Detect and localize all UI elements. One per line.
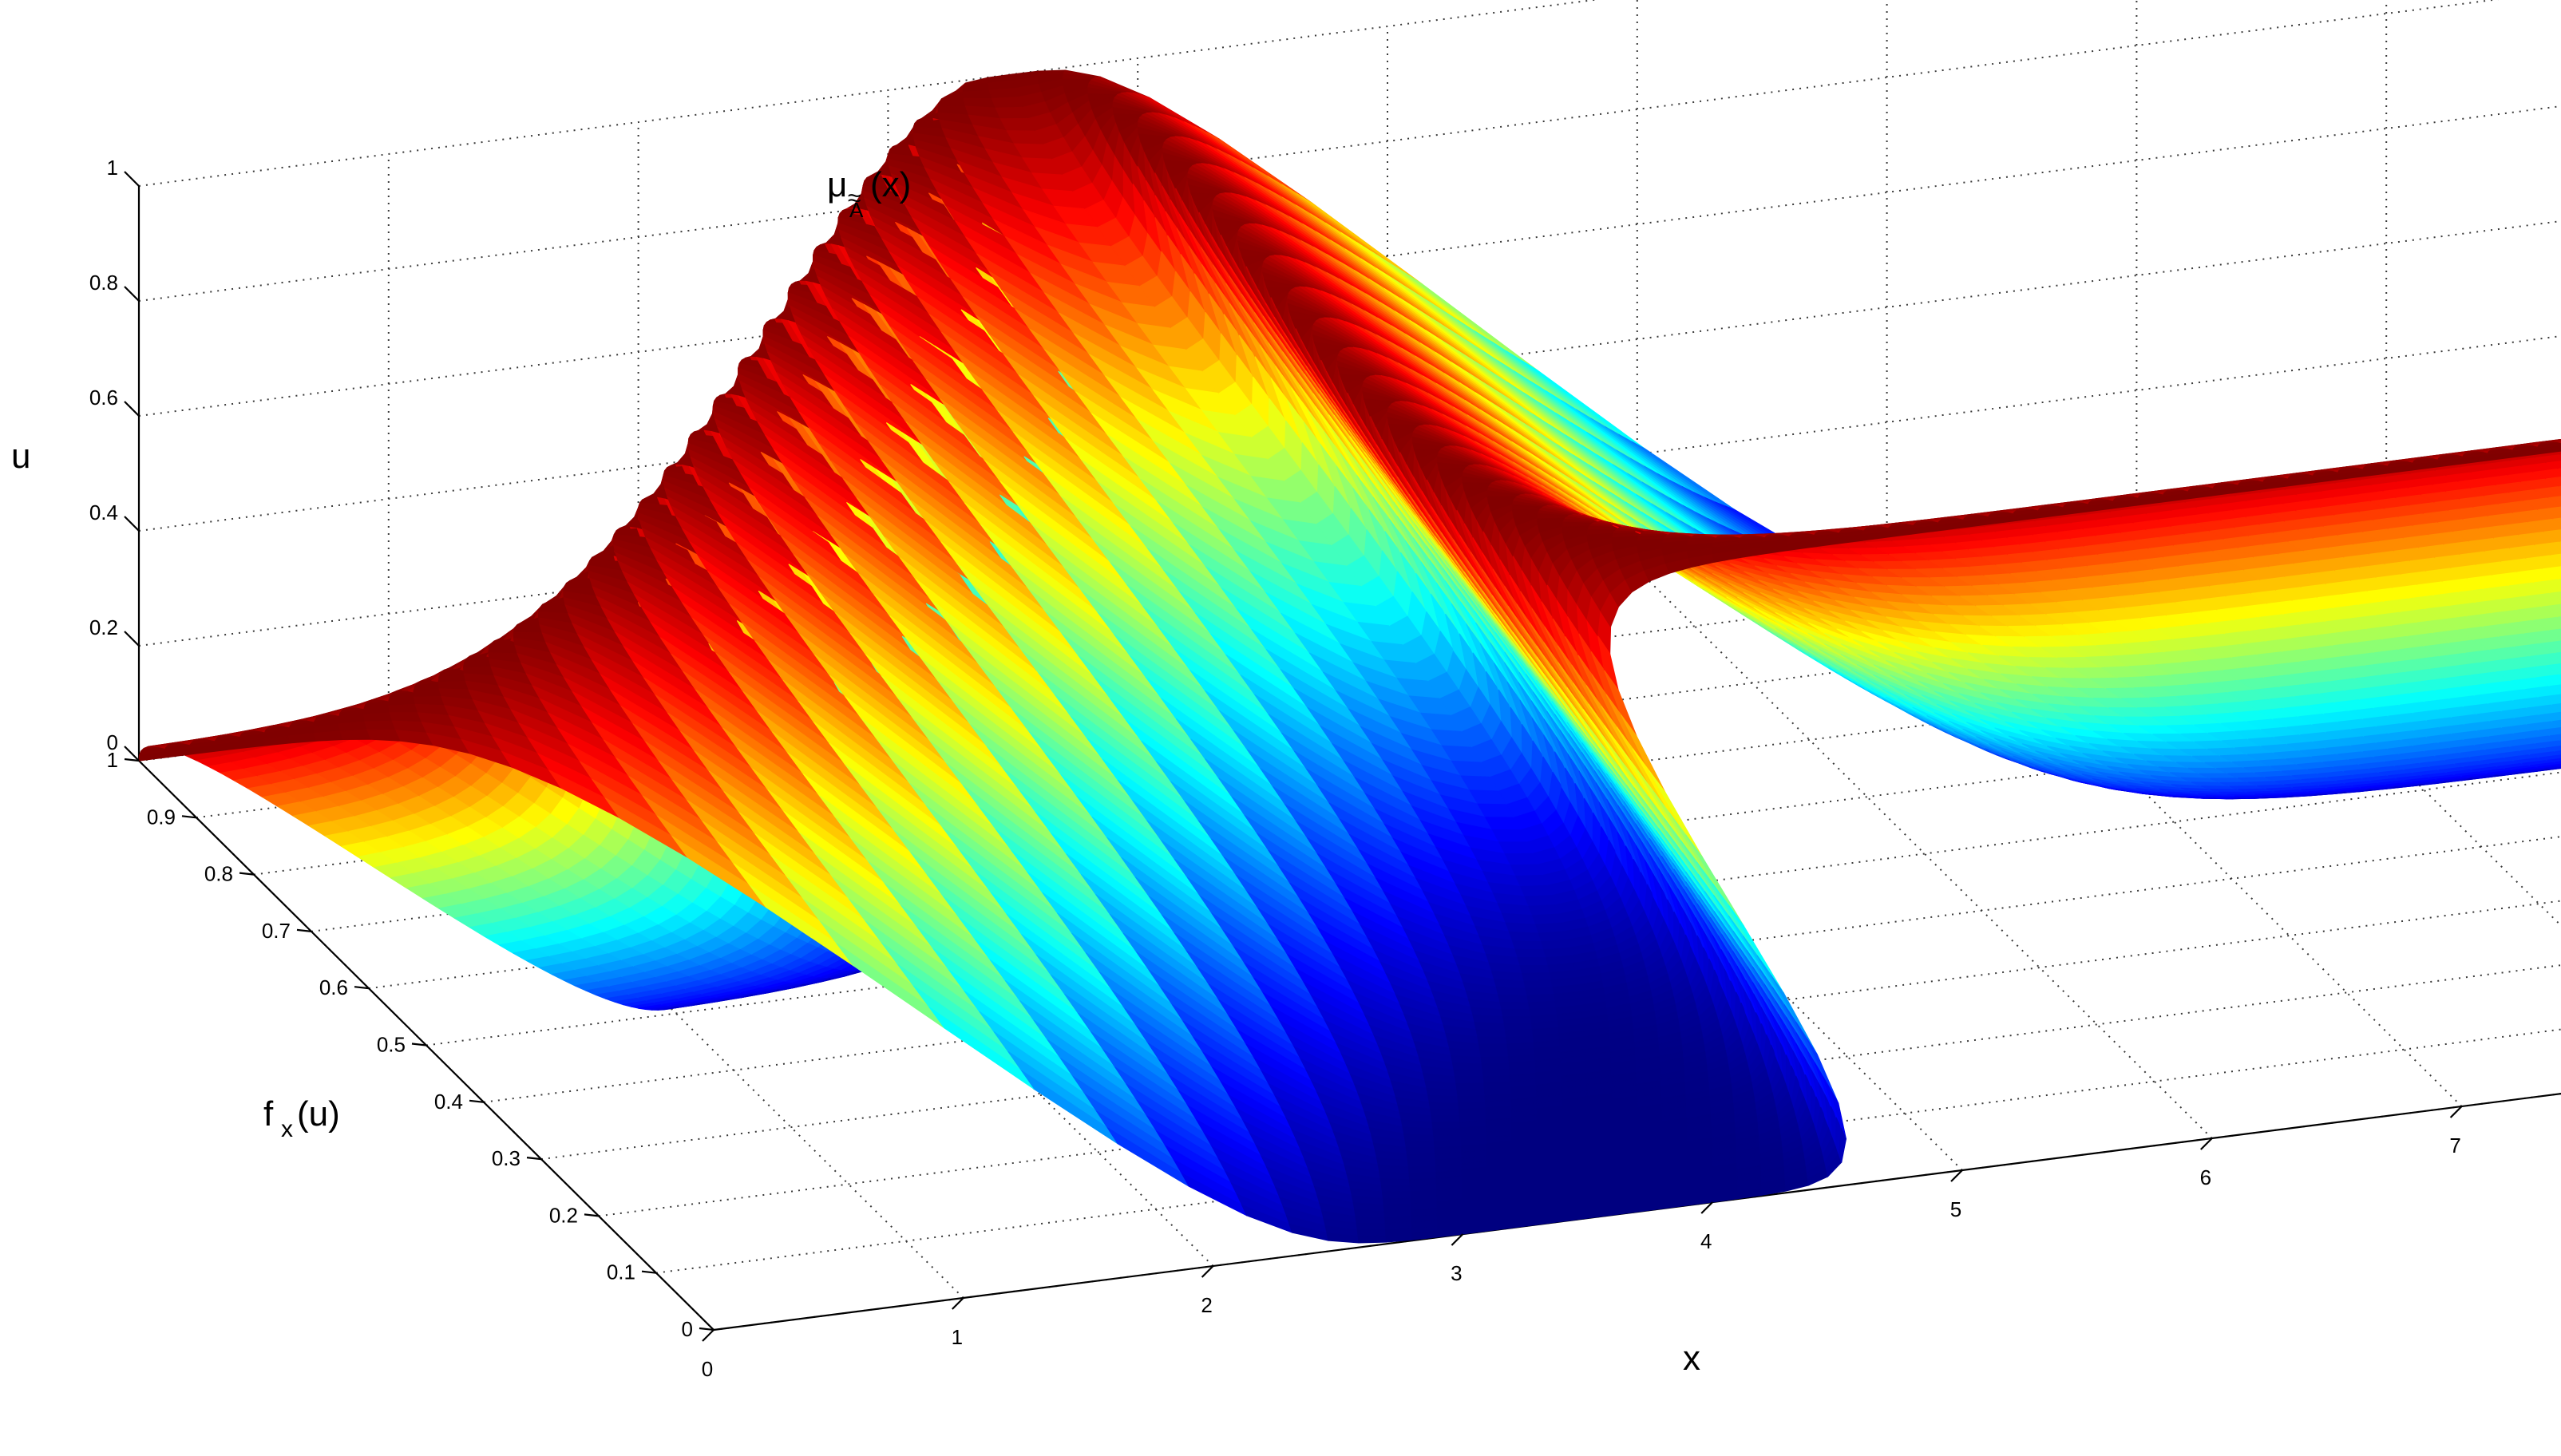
surface-patch (364, 720, 397, 731)
surface-patch (363, 712, 393, 722)
surface-patch (991, 97, 1024, 109)
surface-plot (138, 69, 2561, 1244)
surface-patch (366, 729, 402, 742)
surface-patch (1519, 964, 1551, 975)
surface-patch (1455, 1076, 1485, 1085)
surface-patch (1431, 1115, 1461, 1123)
surface-patch (1428, 1102, 1460, 1110)
grid-line (138, 105, 2561, 417)
surface-patch (1477, 1036, 1508, 1045)
surface-patch (1404, 1140, 1435, 1149)
surface-patch (1515, 874, 1549, 888)
surface-patch (1455, 1082, 1486, 1091)
surface-patch (1511, 940, 1545, 951)
grid-line (138, 0, 1600, 187)
surface-patch (1495, 987, 1528, 997)
surface-patch (1451, 1062, 1484, 1072)
surface-patch (1379, 1178, 1411, 1187)
grid-line (540, 900, 2561, 1161)
surface-patch (1478, 1043, 1509, 1052)
grid-line (655, 1028, 2561, 1274)
surface-patch (1520, 884, 1553, 897)
surface-patch (1430, 1108, 1460, 1117)
surface-patch (1514, 948, 1547, 959)
surface-patch (1357, 1235, 1387, 1244)
surface-patch (1501, 1009, 1532, 1018)
surface-patch (962, 89, 993, 100)
surface-patch (1380, 1185, 1411, 1193)
surface-patch (1499, 1002, 1530, 1011)
surface-patch (1510, 864, 1544, 877)
surface-patch (339, 729, 372, 741)
grid-line (138, 0, 2500, 302)
surface-patch (388, 703, 419, 714)
surface-patch (1381, 1191, 1411, 1200)
surface-patch (1356, 1229, 1387, 1237)
surface-patch (1406, 1153, 1436, 1161)
grid-line (598, 964, 2561, 1217)
surface-patch (1522, 972, 1553, 982)
surface-patch (1508, 931, 1542, 943)
surface-patch (1517, 957, 1549, 967)
surface-patch (1405, 1147, 1436, 1155)
surface-patch (1453, 1069, 1484, 1078)
surface-patch (1524, 895, 1557, 907)
surface-patch (1498, 994, 1530, 1003)
surface-patch (1356, 1222, 1387, 1231)
surface-patch (1355, 1216, 1386, 1225)
surface-patch (314, 730, 344, 742)
surface-patch (1475, 1029, 1507, 1039)
